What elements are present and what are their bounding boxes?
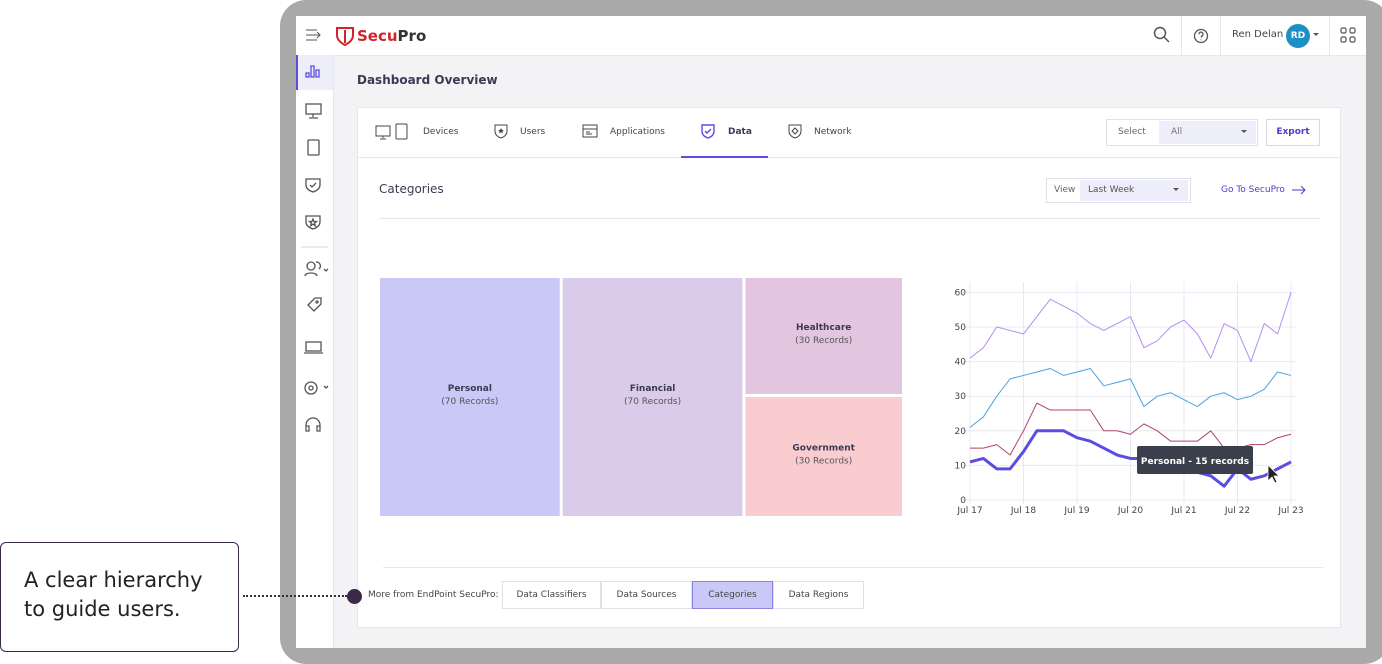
line-series [969,368,1292,428]
user-name[interactable]: Ren Delan [1232,29,1284,40]
treemap-name: Healthcare [796,323,851,333]
treemap-value: (70 Records) [624,397,681,407]
search-icon[interactable] [1153,26,1171,44]
x-tick-label: Jul 19 [1063,506,1089,516]
section-divider [379,218,1320,219]
view-select[interactable] [1046,178,1191,203]
y-tick-label: 20 [955,427,967,437]
treemap-cell [745,278,902,394]
callout-line [243,595,347,597]
sidebar-icons [301,65,329,432]
treemap-name: Personal [448,384,492,394]
divider [1329,16,1330,55]
logo-a: Secu [357,27,398,45]
tab[interactable]: Data [728,127,752,137]
x-tick-label: Jul 21 [1170,506,1196,516]
divider [1181,16,1182,55]
x-tick-label: Jul 22 [1224,506,1250,516]
tab-icon [582,124,598,138]
footer-label: More from EndPoint SecuPro: [368,590,499,600]
apps-icon[interactable] [1340,27,1356,43]
tab-divider [358,157,1340,158]
footer-divider [383,567,1323,568]
callout-text: A clear hierarchy to guide users. [24,568,203,621]
footer-button[interactable]: Categories [692,581,773,609]
line-series [969,292,1292,363]
logo-b: Pro [397,27,427,45]
x-tick-label: Jul 20 [1117,506,1143,516]
caret [1313,33,1319,36]
x-tick-label: Jul 17 [956,506,982,516]
page-title: Dashboard Overview [357,73,498,87]
treemap-cell [380,278,560,516]
y-tick-label: 10 [955,461,967,471]
footer-button[interactable]: Data Sources [601,581,692,609]
caret [1241,130,1247,133]
filter-label: Select [1118,127,1146,137]
logo[interactable]: SecuPro [357,27,426,45]
view-label: View [1054,185,1076,195]
treemap-cell [562,278,743,516]
callout-box [0,542,239,652]
treemap-value: (30 Records) [795,336,852,346]
menu-icon[interactable] [305,27,323,43]
tab[interactable]: Users [520,127,546,137]
treemap-name: Government [792,444,855,454]
x-tick-label: Jul 23 [1277,506,1303,516]
tab[interactable]: Network [814,127,852,137]
treemap-value: (30 Records) [795,457,852,467]
filter-value-box[interactable] [1159,121,1256,144]
footer-button[interactable]: Data Classifiers [502,581,601,609]
tab-icon [494,124,508,139]
tooltip-text: Personal - 15 records [1141,457,1249,467]
treemap-cell [745,397,902,516]
tab[interactable]: Applications [610,127,665,137]
cursor [1267,464,1280,484]
tab-icon [375,123,408,140]
y-tick-label: 0 [960,496,966,506]
caret [1173,188,1179,191]
footer-button[interactable]: Data Regions [773,581,864,609]
tab-icon [788,124,802,139]
y-tick-label: 50 [955,323,967,333]
y-tick-label: 40 [955,358,967,368]
top-bar [296,16,1366,56]
y-tick-label: 60 [955,288,967,298]
view-value: Last Week [1088,185,1135,195]
divider [1220,16,1221,55]
arrow-icon [1292,185,1306,195]
section-title: Categories [379,182,444,196]
help-icon[interactable] [1193,28,1209,44]
logo-icon [336,27,354,46]
y-tick-label: 30 [955,392,967,402]
go-link[interactable]: Go To SecuPro [1221,185,1285,195]
treemap-name: Financial [630,384,676,394]
treemap-value: (70 Records) [441,397,498,407]
filter-value: All [1171,127,1183,137]
callout-dot [347,589,362,604]
tab-icon [701,124,715,139]
x-tick-label: Jul 18 [1010,506,1036,516]
view-value-box[interactable] [1080,180,1188,201]
tab-underline [681,156,768,158]
export-button[interactable]: Export [1266,119,1320,146]
tab[interactable]: Devices [423,127,459,137]
avatar[interactable]: RD [1286,24,1310,48]
tooltip-box [1137,446,1253,474]
